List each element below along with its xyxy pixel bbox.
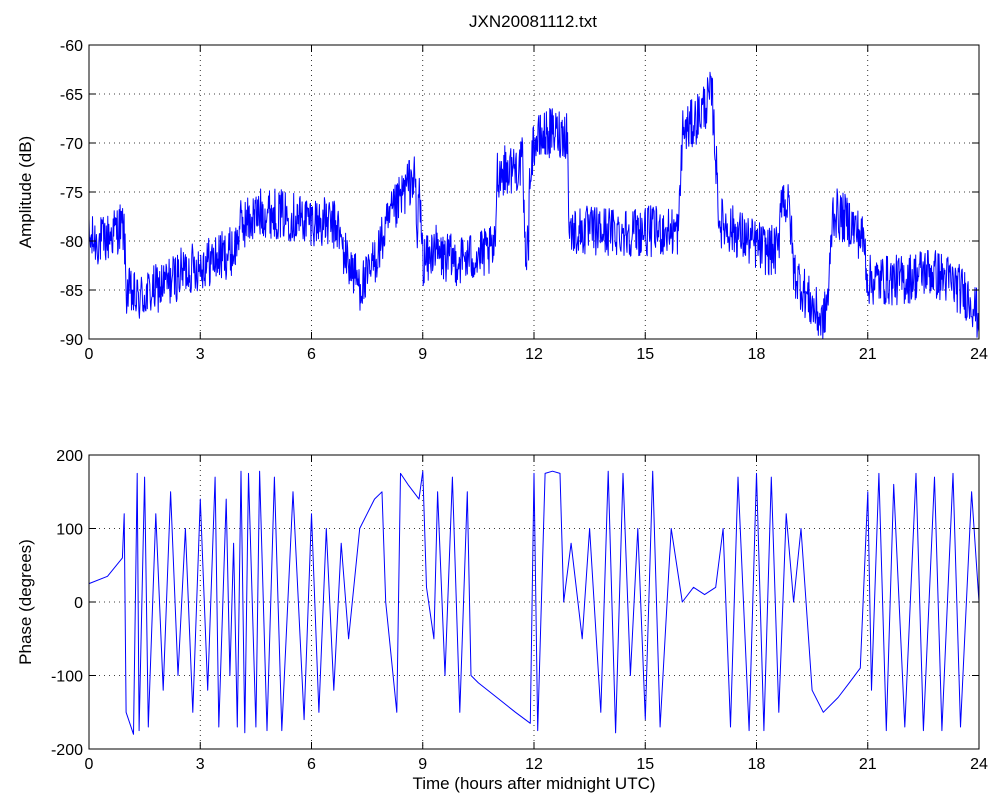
x-tick-label: 15 — [636, 756, 654, 773]
y-axis-label: Amplitude (dB) — [16, 136, 35, 248]
x-tick-label: 18 — [748, 346, 766, 363]
series-line-1-1 — [88, 71, 980, 340]
chart-panel-2: 0 3 6 9 12 15 18 21 24 -200 -100 0 100 200 Phase (degr… — [16, 448, 988, 793]
x-tick-label: 12 — [525, 346, 543, 363]
x-tick-label: 3 — [196, 346, 205, 363]
y-tick-label: -80 — [60, 234, 83, 251]
y-tick-label: -100 — [51, 669, 83, 686]
x-tick-label: 6 — [307, 756, 316, 773]
y-tick-label: 200 — [56, 448, 83, 465]
x-tick-label: 12 — [525, 756, 543, 773]
y-tick-label: -85 — [60, 283, 83, 300]
x-tick-label: 24 — [970, 346, 988, 363]
chart-panel-1: 0 3 6 9 12 15 18 21 24 -90 -85 -80 -75 -70 -65 -60 Ampli… — [16, 38, 988, 363]
y-tick-label: -65 — [60, 87, 83, 104]
y-tick-label: 0 — [74, 595, 83, 612]
x-tick-label: 0 — [85, 756, 94, 773]
y-tick-label: -200 — [51, 742, 83, 759]
y-tick-label: -60 — [60, 38, 83, 55]
x-tick-label: 9 — [418, 756, 427, 773]
x-tick-label: 21 — [859, 346, 877, 363]
series-line-2-1 — [88, 470, 980, 735]
x-tick-label: 15 — [636, 346, 654, 363]
x-tick-label: 9 — [418, 346, 427, 363]
x-tick-label: 6 — [307, 346, 316, 363]
figure-title: JXN20081112.txt — [469, 12, 597, 31]
x-tick-label: 18 — [748, 756, 766, 773]
y-tick-label: -90 — [60, 332, 83, 349]
x-tick-label: 21 — [859, 756, 877, 773]
x-tick-label: 24 — [970, 756, 988, 773]
x-tick-label: 3 — [196, 756, 205, 773]
y-axis-label: Phase (degrees) — [16, 539, 35, 665]
y-tick-label: 100 — [56, 522, 83, 539]
x-axis-label: Time (hours after midnight UTC) — [412, 774, 655, 793]
y-tick-label: -70 — [60, 136, 83, 153]
y-tick-label: -75 — [60, 185, 83, 202]
x-tick-label: 0 — [85, 346, 94, 363]
